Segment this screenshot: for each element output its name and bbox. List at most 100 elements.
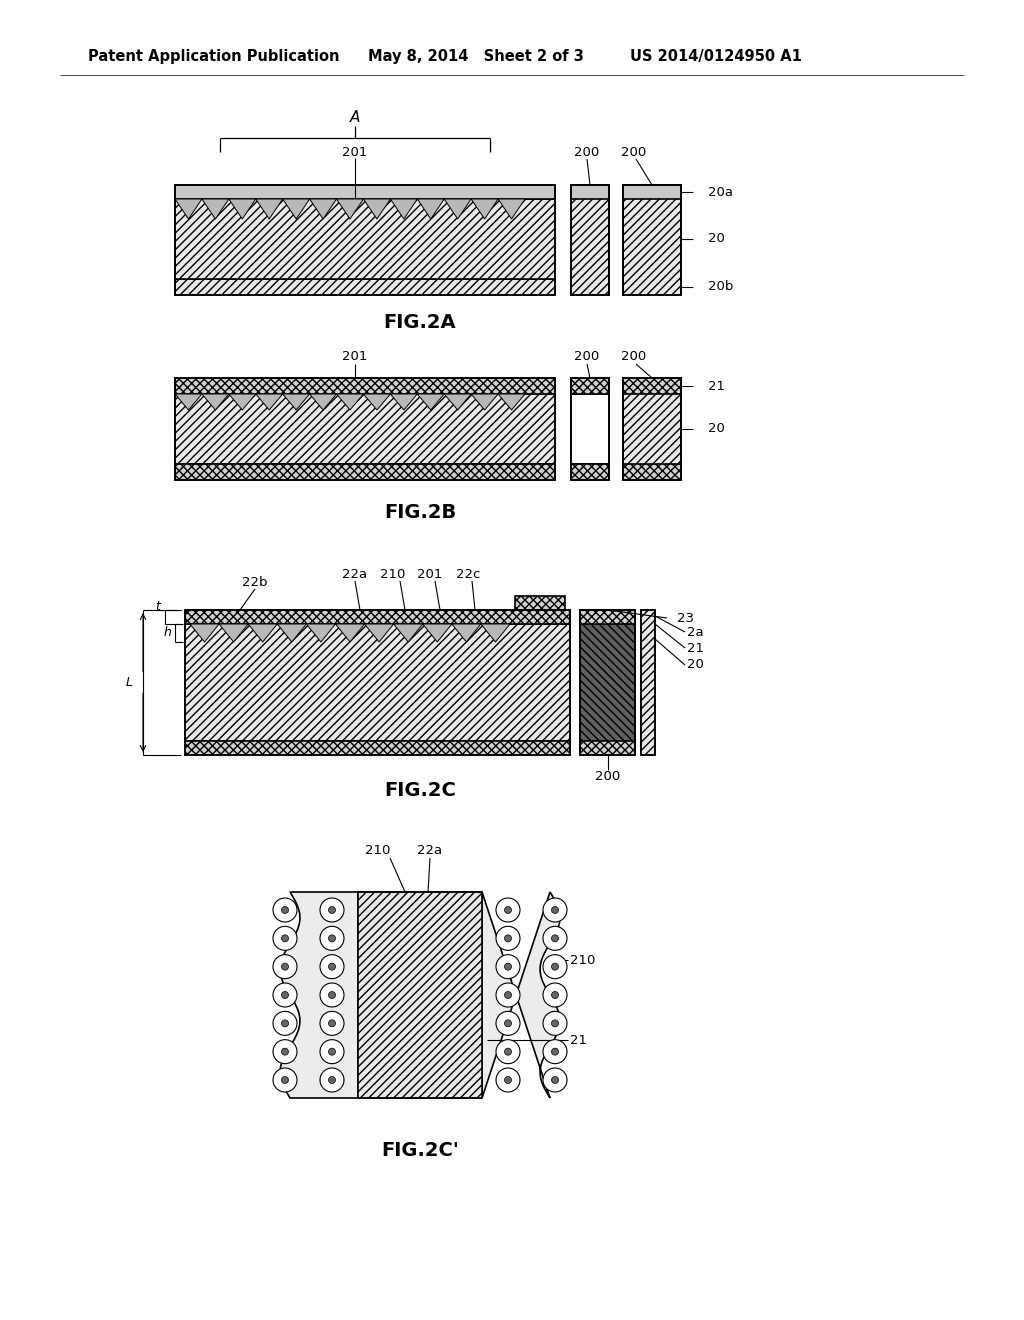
Bar bbox=[623, 185, 681, 294]
Circle shape bbox=[319, 1040, 344, 1064]
Circle shape bbox=[329, 935, 336, 942]
Polygon shape bbox=[364, 393, 390, 411]
Text: US 2014/0124950 A1: US 2014/0124950 A1 bbox=[630, 49, 802, 65]
Text: 2a: 2a bbox=[687, 626, 703, 639]
Circle shape bbox=[319, 983, 344, 1007]
Bar bbox=[580, 741, 635, 755]
Bar bbox=[175, 185, 555, 199]
Text: A: A bbox=[350, 111, 360, 125]
Circle shape bbox=[329, 1020, 336, 1027]
Polygon shape bbox=[498, 199, 525, 219]
Text: 22b: 22b bbox=[243, 576, 267, 589]
Bar bbox=[175, 378, 555, 480]
Circle shape bbox=[282, 907, 289, 913]
Circle shape bbox=[552, 907, 558, 913]
Text: 20: 20 bbox=[687, 659, 703, 672]
Bar bbox=[571, 378, 609, 393]
Circle shape bbox=[543, 1011, 567, 1035]
Polygon shape bbox=[219, 624, 248, 642]
Bar bbox=[623, 378, 681, 480]
Circle shape bbox=[329, 991, 336, 998]
Bar bbox=[571, 185, 609, 294]
Polygon shape bbox=[228, 199, 256, 219]
Circle shape bbox=[273, 1040, 297, 1064]
Circle shape bbox=[543, 1068, 567, 1092]
Polygon shape bbox=[423, 624, 452, 642]
Bar bbox=[358, 892, 482, 1098]
Text: 210: 210 bbox=[380, 568, 406, 581]
Circle shape bbox=[273, 1011, 297, 1035]
Text: 200: 200 bbox=[574, 351, 600, 363]
Text: h: h bbox=[163, 627, 171, 639]
Bar bbox=[515, 597, 565, 610]
Circle shape bbox=[273, 954, 297, 978]
Polygon shape bbox=[444, 199, 471, 219]
Polygon shape bbox=[336, 624, 365, 642]
Circle shape bbox=[543, 927, 567, 950]
Polygon shape bbox=[202, 393, 228, 411]
Polygon shape bbox=[175, 393, 202, 411]
Text: 21: 21 bbox=[708, 380, 725, 392]
Circle shape bbox=[282, 991, 289, 998]
Circle shape bbox=[552, 964, 558, 970]
Text: 201: 201 bbox=[342, 145, 368, 158]
Bar bbox=[623, 185, 681, 294]
Polygon shape bbox=[481, 624, 510, 642]
Circle shape bbox=[282, 964, 289, 970]
Text: FIG.2C': FIG.2C' bbox=[381, 1140, 459, 1159]
Bar bbox=[623, 185, 681, 199]
Polygon shape bbox=[418, 393, 444, 411]
Text: 21: 21 bbox=[687, 642, 705, 655]
Circle shape bbox=[319, 954, 344, 978]
Polygon shape bbox=[471, 393, 498, 411]
Bar bbox=[185, 610, 570, 755]
Circle shape bbox=[543, 983, 567, 1007]
Circle shape bbox=[552, 1077, 558, 1084]
Circle shape bbox=[329, 1048, 336, 1055]
Polygon shape bbox=[393, 624, 423, 642]
Text: FIG.2A: FIG.2A bbox=[384, 314, 457, 333]
Circle shape bbox=[273, 898, 297, 921]
Text: May 8, 2014   Sheet 2 of 3: May 8, 2014 Sheet 2 of 3 bbox=[368, 49, 584, 65]
Circle shape bbox=[552, 1020, 558, 1027]
Polygon shape bbox=[452, 624, 481, 642]
Circle shape bbox=[329, 907, 336, 913]
Text: 210: 210 bbox=[366, 843, 391, 857]
Text: 201: 201 bbox=[342, 351, 368, 363]
Circle shape bbox=[505, 907, 512, 913]
Bar bbox=[185, 610, 570, 624]
Polygon shape bbox=[337, 393, 364, 411]
Bar bbox=[623, 378, 681, 393]
Circle shape bbox=[282, 935, 289, 942]
Bar bbox=[175, 378, 555, 393]
Bar bbox=[185, 624, 570, 741]
Polygon shape bbox=[337, 199, 364, 219]
Bar bbox=[641, 610, 655, 755]
Text: 200: 200 bbox=[595, 771, 621, 784]
Polygon shape bbox=[256, 199, 283, 219]
Circle shape bbox=[319, 898, 344, 921]
Text: 20: 20 bbox=[708, 422, 725, 436]
Polygon shape bbox=[364, 199, 390, 219]
Text: 23: 23 bbox=[677, 611, 694, 624]
Circle shape bbox=[552, 935, 558, 942]
Circle shape bbox=[552, 991, 558, 998]
Polygon shape bbox=[309, 199, 337, 219]
Circle shape bbox=[505, 991, 512, 998]
Bar bbox=[571, 378, 609, 480]
Circle shape bbox=[496, 1040, 520, 1064]
Text: 20a: 20a bbox=[708, 186, 733, 198]
Bar bbox=[571, 185, 609, 199]
Polygon shape bbox=[390, 199, 418, 219]
Text: 200: 200 bbox=[574, 145, 600, 158]
Bar bbox=[571, 465, 609, 480]
Circle shape bbox=[319, 927, 344, 950]
Circle shape bbox=[273, 983, 297, 1007]
Bar bbox=[580, 610, 635, 624]
Circle shape bbox=[329, 1077, 336, 1084]
Bar bbox=[641, 610, 655, 755]
Polygon shape bbox=[365, 624, 393, 642]
Circle shape bbox=[505, 935, 512, 942]
Bar bbox=[175, 185, 555, 294]
Bar bbox=[580, 610, 635, 755]
